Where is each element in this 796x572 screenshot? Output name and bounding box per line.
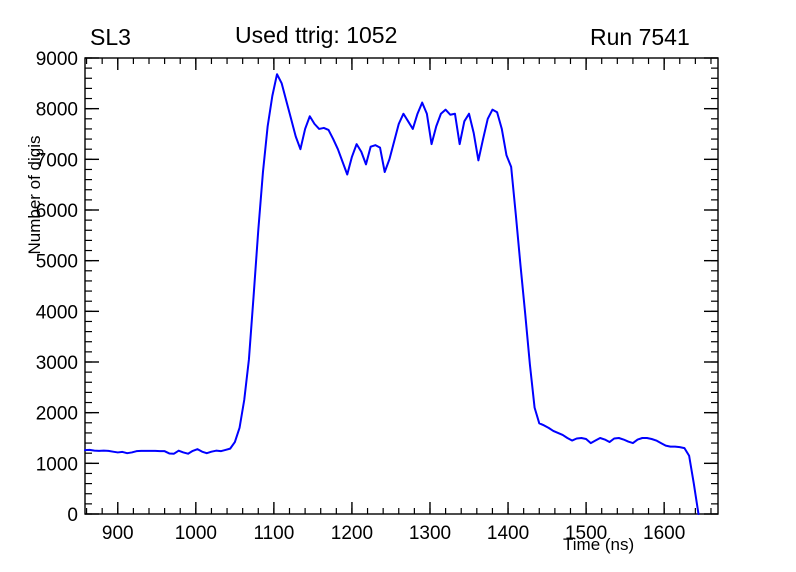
svg-text:1000: 1000 <box>36 454 78 475</box>
svg-text:1400: 1400 <box>487 523 529 544</box>
svg-text:900: 900 <box>102 523 134 544</box>
chart-title: Used ttrig: 1052 <box>235 22 398 48</box>
svg-text:1300: 1300 <box>409 523 451 544</box>
svg-text:4000: 4000 <box>36 302 78 323</box>
svg-text:1500: 1500 <box>565 523 607 544</box>
x-axis-label: Time (ns) <box>563 535 635 554</box>
svg-text:2000: 2000 <box>36 404 78 425</box>
header-left-label: SL3 <box>90 24 131 50</box>
svg-text:1000: 1000 <box>175 523 217 544</box>
axis-tick-labels: 900 1000 1100 1200 1300 1400 1500 1600 0 1000 2000… <box>36 49 686 544</box>
svg-text:3000: 3000 <box>36 353 78 374</box>
svg-text:9000: 9000 <box>36 49 78 70</box>
svg-text:0: 0 <box>67 505 78 526</box>
svg-text:1600: 1600 <box>643 523 685 544</box>
data-series-line <box>84 73 700 515</box>
svg-text:1100: 1100 <box>253 523 294 544</box>
svg-text:6000: 6000 <box>36 201 78 222</box>
header-right-label: Run 7541 <box>590 24 690 50</box>
svg-text:8000: 8000 <box>36 100 78 121</box>
plot-frame <box>84 57 719 515</box>
svg-text:5000: 5000 <box>36 252 78 273</box>
axis-ticks <box>85 57 718 515</box>
svg-text:7000: 7000 <box>36 150 78 171</box>
svg-text:1200: 1200 <box>331 523 373 544</box>
